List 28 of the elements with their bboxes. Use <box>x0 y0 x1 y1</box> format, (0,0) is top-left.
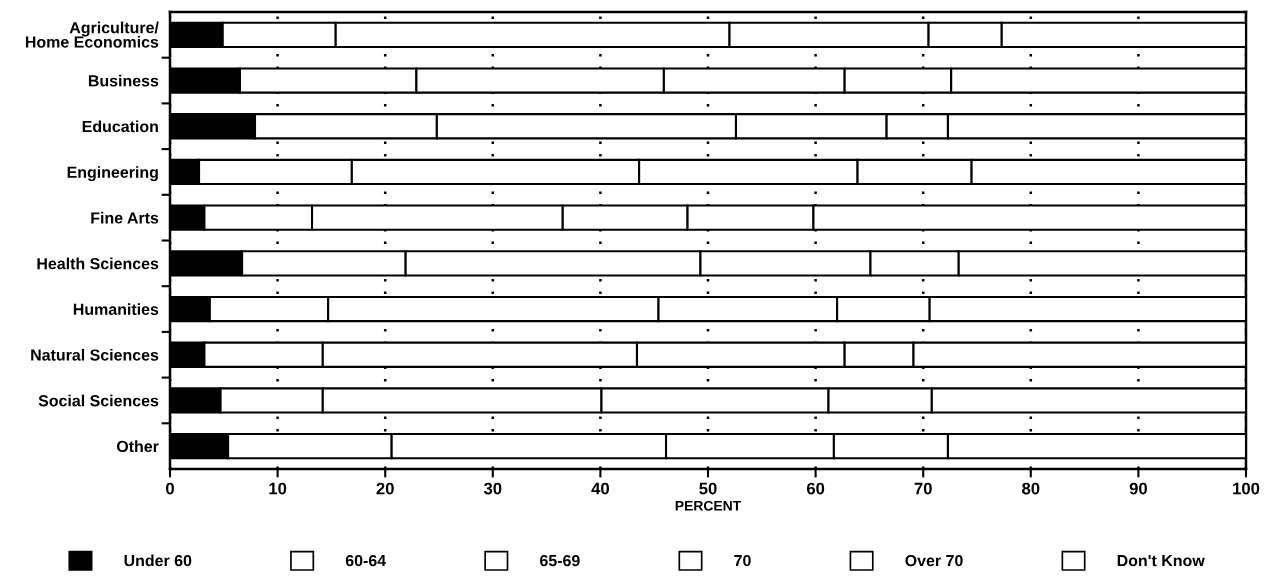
y-tick-label: Social Sciences <box>38 394 159 407</box>
x-tick-label: 50 <box>699 482 717 495</box>
y-tick-label: Business <box>88 74 159 87</box>
y-tick-label: Fine Arts <box>91 211 159 224</box>
x-tick-label: 40 <box>591 482 609 495</box>
y-tick-label: Humanities <box>73 303 159 315</box>
legend-label: 70 <box>734 554 751 567</box>
x-tick-label: 10 <box>269 482 287 495</box>
legend-label: Don't Know <box>1117 555 1205 567</box>
y-tick-label: Education <box>82 120 158 133</box>
x-tick-label: 70 <box>914 482 932 495</box>
y-tick-label: Natural Sciences <box>31 348 159 361</box>
y-tick-label: Agriculture/ Home Economics <box>25 21 159 48</box>
y-tick-label: Other <box>116 440 159 453</box>
legend-label: 60-64 <box>345 554 387 567</box>
x-tick-label: 0 <box>166 482 174 495</box>
x-tick-label: 30 <box>483 482 502 495</box>
y-tick-label: Engineering <box>67 166 158 182</box>
x-tick-label: 100 <box>1233 482 1260 495</box>
x-tick-label: 90 <box>1129 482 1147 495</box>
legend-label: 65-69 <box>540 554 580 567</box>
x-tick-label: 80 <box>1022 482 1040 495</box>
x-axis-title: PERCENT <box>675 500 742 511</box>
x-tick-label: 60 <box>806 482 825 495</box>
legend-label: Over 70 <box>905 554 963 567</box>
x-tick-label: 20 <box>376 482 394 495</box>
y-tick-label: Health Sciences <box>37 257 159 270</box>
legend-label: Under 60 <box>124 554 192 567</box>
